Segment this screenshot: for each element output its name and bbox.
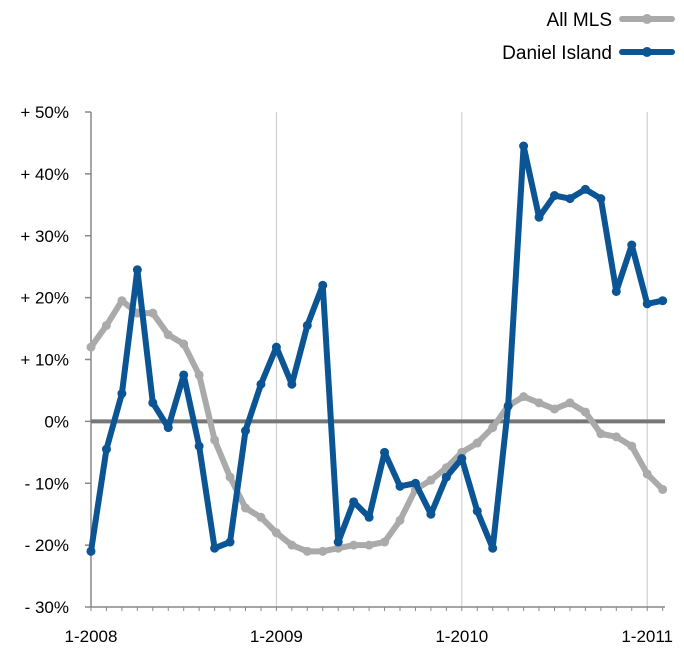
data-point [642,469,652,479]
data-point [256,379,266,389]
data-point [550,191,559,201]
legend-swatch-marker [642,47,652,57]
data-point [642,299,652,309]
data-point [488,543,498,553]
gridlines [275,112,648,607]
data-point [503,401,513,411]
data-point [148,398,158,408]
x-tick-label: 1-2009 [250,627,303,646]
data-point [333,537,343,547]
data-point [148,308,158,318]
data-point [271,342,281,352]
data-point [163,330,173,340]
data-point [256,512,266,522]
data-point [658,484,668,494]
legend-label: Daniel Island [502,43,612,64]
data-point [86,342,96,352]
data-point [179,370,189,380]
data-point [318,546,328,556]
series-all-mls [86,296,668,556]
data-point [210,435,220,445]
data-point [441,472,451,482]
data-point [457,454,467,463]
data-point [534,398,544,408]
data-point [287,379,297,389]
legend-label: All MLS [547,10,612,31]
x-tick-label: 1-2008 [65,627,118,646]
data-point [580,184,590,194]
data-point [488,423,498,433]
data-point [472,506,482,516]
data-point [596,429,606,439]
data-point [117,389,127,399]
data-point [519,141,529,151]
data-point [426,509,436,519]
data-point [519,392,529,402]
data-point [287,540,297,550]
data-point [364,540,374,550]
legend-swatch-marker [642,14,652,24]
data-point [318,280,328,290]
data-point [241,426,250,436]
series-daniel-island [86,141,668,556]
data-point [101,444,111,454]
data-point [86,546,96,556]
data-point [210,543,220,553]
data-point [132,265,142,275]
data-point [395,481,405,491]
data-point [627,441,637,451]
data-point [225,472,235,482]
y-tick-label: + 40% [20,165,69,184]
data-point [179,339,189,349]
data-point [117,296,127,306]
data-point [457,447,467,457]
data-series [86,141,668,556]
data-point [426,475,436,485]
y-tick-label: + 50% [20,103,69,122]
series-line [88,143,666,555]
data-point [550,404,559,414]
data-point [163,423,173,433]
data-point [472,438,482,448]
data-point [395,515,405,525]
y-tick-label: - 10% [25,474,69,493]
data-point [380,447,390,457]
y-tick-label: + 30% [20,227,69,246]
tick-labels: + 50% + 40% + 30% + 20% + 10% 0% - 10% - 20% - 3… [20,103,673,646]
data-point [410,478,420,488]
data-point [596,194,606,204]
y-tick-label: 0% [44,412,69,431]
y-tick-label: - 30% [25,598,69,617]
axes [85,111,665,611]
data-point [101,320,111,330]
data-point [364,512,374,522]
data-point [565,398,575,408]
data-point [349,497,359,507]
data-point [627,240,637,250]
y-tick-label: + 10% [20,351,69,370]
data-point [611,286,621,296]
data-point [565,194,575,204]
data-point [241,503,250,513]
data-point [271,528,281,538]
series-line [88,297,666,555]
legend: All MLS Daniel Island [502,10,675,64]
data-point [333,543,343,553]
data-point [194,370,204,380]
data-point [194,441,204,451]
x-tick-label: 1-2011 [621,627,673,646]
data-point [225,537,235,547]
data-point [349,540,359,550]
data-point [611,432,621,442]
y-tick-label: + 20% [20,289,69,308]
x-tick-label: 1-2010 [435,627,488,646]
data-point [580,407,590,417]
data-point [658,296,668,306]
data-point [380,537,390,547]
y-tick-label: - 20% [25,536,69,555]
data-point [302,320,312,330]
data-point [534,212,544,222]
data-point [302,546,312,556]
